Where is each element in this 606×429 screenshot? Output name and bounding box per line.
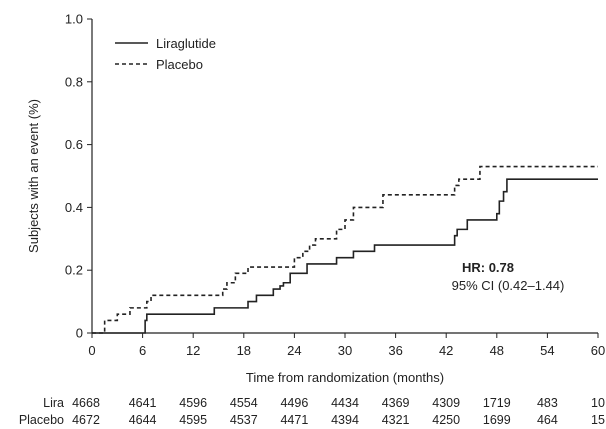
- x-tick-label: 60: [591, 343, 605, 358]
- series-line-placebo: [92, 165, 598, 334]
- y-tick-label: 0.4: [65, 200, 83, 215]
- legend-label-placebo: Placebo: [156, 57, 203, 72]
- x-tick-label: 18: [237, 343, 251, 358]
- hr-label: HR:: [462, 260, 489, 275]
- at-risk-value: 1719: [483, 396, 511, 410]
- at-risk-value: 15: [591, 413, 605, 427]
- confidence-interval-annotation: 95% CI (0.42–1.44): [452, 278, 565, 293]
- y-axis-label: Subjects with an event (%): [26, 99, 41, 253]
- at-risk-value: 4672: [72, 413, 100, 427]
- at-risk-value: 483: [537, 396, 558, 410]
- legend: Liraglutide Placebo: [115, 36, 216, 72]
- at-risk-value: 4668: [72, 396, 100, 410]
- x-tick-label: 24: [287, 343, 301, 358]
- at-risk-value: 4496: [280, 396, 308, 410]
- at-risk-value: 4250: [432, 413, 460, 427]
- x-tick-label: 54: [540, 343, 554, 358]
- x-tick-label: 6: [139, 343, 146, 358]
- y-tick-label: 0: [76, 326, 83, 341]
- at-risk-value: 4596: [179, 396, 207, 410]
- y-tick-label: 0.8: [65, 74, 83, 89]
- series-layer: [92, 165, 598, 334]
- x-tick-label: 36: [388, 343, 402, 358]
- at-risk-value: 4641: [129, 396, 157, 410]
- y-tick-label: 0.6: [65, 137, 83, 152]
- at-risk-row-label-lira: Lira: [43, 396, 64, 410]
- hr-value: 0.78: [489, 260, 514, 275]
- y-ticks: 0 0.2 0.4 0.6 0.8 1.0: [65, 12, 92, 341]
- x-axis-label: Time from randomization (months): [246, 370, 444, 385]
- at-risk-value: 4595: [179, 413, 207, 427]
- at-risk-value: 4309: [432, 396, 460, 410]
- x-tick-label: 42: [439, 343, 453, 358]
- at-risk-value: 4537: [230, 413, 258, 427]
- legend-label-liraglutide: Liraglutide: [156, 36, 216, 51]
- at-risk-value: 4471: [280, 413, 308, 427]
- at-risk-value: 464: [537, 413, 558, 427]
- x-tick-label: 12: [186, 343, 200, 358]
- x-tick-label: 30: [338, 343, 352, 358]
- at-risk-value: 4434: [331, 396, 359, 410]
- x-tick-label: 48: [490, 343, 504, 358]
- at-risk-value: 10: [591, 396, 605, 410]
- at-risk-value: 1699: [483, 413, 511, 427]
- at-risk-value: 4644: [129, 413, 157, 427]
- at-risk-value: 4394: [331, 413, 359, 427]
- x-tick-label: 0: [88, 343, 95, 358]
- hazard-ratio-annotation: HR: 0.78: [462, 260, 514, 275]
- at-risk-value: 4369: [382, 396, 410, 410]
- x-ticks: 0 6 12 18 24 30 36 42 48 54 60: [88, 333, 605, 358]
- y-tick-label: 1.0: [65, 12, 83, 27]
- at-risk-value: 4554: [230, 396, 258, 410]
- series-line-liraglutide: [92, 178, 598, 334]
- at-risk-value: 4321: [382, 413, 410, 427]
- at-risk-table: Lira Placebo 4668 4641 4596 4554 4496 4434 436…: [19, 396, 605, 427]
- at-risk-row-label-placebo: Placebo: [19, 413, 64, 427]
- y-tick-label: 0.2: [65, 263, 83, 278]
